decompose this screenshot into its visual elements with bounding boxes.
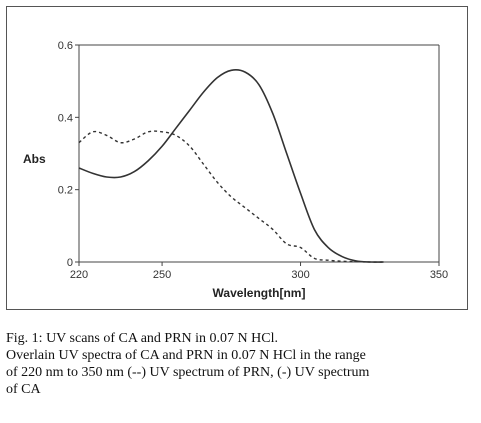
x-tick-label: 220 [70, 269, 88, 281]
y-tick-label: 0.4 [58, 112, 73, 124]
caption-line-2: Overlain UV spectra of CA and PRN in 0.0… [6, 348, 366, 363]
figure-frame: 220 250 300 350 0 0.2 0.4 0.6 Abs Wavelength[nm… [6, 6, 468, 310]
caption-line-3: of 220 nm to 350 nm (--) UV spectrum of … [6, 365, 370, 380]
x-tick-label: 250 [153, 269, 171, 281]
series-line-solid [78, 69, 384, 263]
y-tick-label: 0.6 [58, 40, 73, 52]
caption-line-4: of CA [6, 382, 41, 397]
x-axis-label: Wavelength[nm] [213, 286, 306, 300]
ticks: 220 250 300 350 0 0.2 0.4 0.6 [58, 40, 448, 281]
figure-caption: Fig. 1: UV scans of CA and PRN in 0.07 N… [6, 330, 472, 398]
caption-line-1: Fig. 1: UV scans of CA and PRN in 0.07 N… [6, 331, 278, 346]
series-line-dashed [78, 130, 384, 263]
x-tick-label: 300 [291, 269, 309, 281]
uv-spectrum-chart: 220 250 300 350 0 0.2 0.4 0.6 Abs Wavelength[nm… [23, 40, 448, 300]
y-tick-label: 0.2 [58, 185, 73, 197]
axes [78, 44, 440, 263]
x-tick-label: 350 [430, 269, 448, 281]
series [78, 69, 384, 263]
y-tick-label: 0 [67, 257, 73, 269]
y-axis-label: Abs [23, 152, 46, 166]
